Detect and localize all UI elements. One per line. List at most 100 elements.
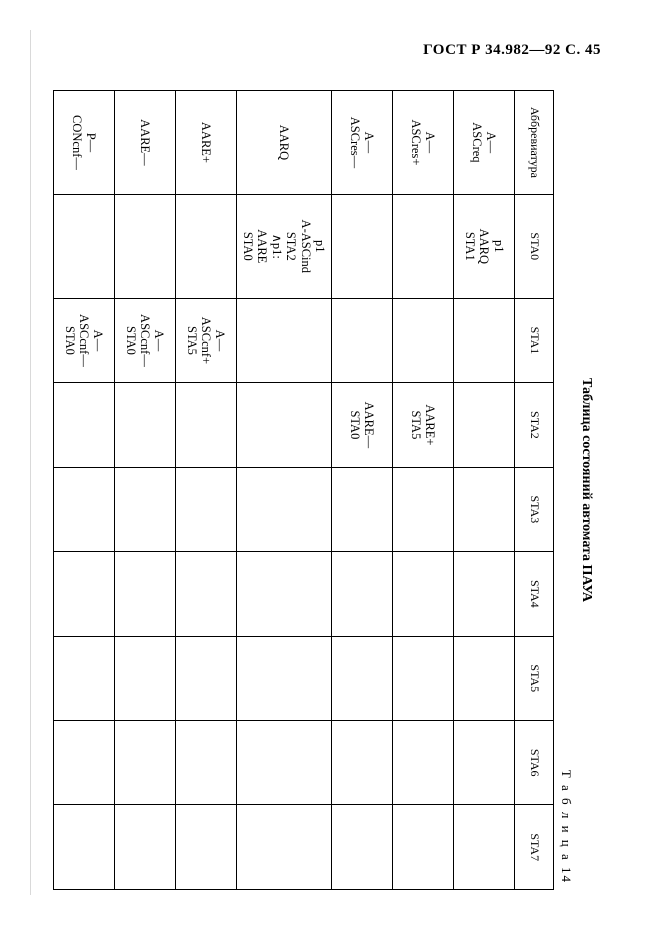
text: A— (91, 302, 105, 379)
cell-sta6 (114, 720, 175, 804)
rotated-inner: Таблица состояний автомата ПАУА Т а б л … (60, 90, 600, 890)
cell-sta5 (53, 636, 114, 720)
text: ∧p1: (270, 198, 284, 295)
text: STA1 (462, 198, 476, 295)
cell-abbr: A— ASCres— (332, 91, 393, 195)
cell-sta2 (236, 383, 331, 467)
table-number: Т а б л и ц а 14 (558, 90, 574, 890)
text: STA0 (241, 198, 255, 295)
cell-sta3 (454, 467, 515, 551)
text: STA2 (284, 198, 298, 295)
cell-sta2 (175, 383, 236, 467)
text: ASCres— (348, 94, 362, 191)
cell-sta2 (53, 383, 114, 467)
table-row: A— ASCreq p1 AARQ STA1 (454, 91, 515, 890)
text: A— (484, 94, 498, 191)
cell-sta3 (393, 467, 454, 551)
col-sta4: STA4 (515, 552, 554, 636)
rotated-table-area: Таблица состояний автомата ПАУА Т а б л … (60, 90, 600, 890)
cell-sta3 (236, 467, 331, 551)
cell-abbr: A— ASCres+ (393, 91, 454, 195)
cell-sta0 (175, 194, 236, 298)
table-caption: Таблица состояний автомата ПАУА (578, 90, 594, 890)
col-sta3: STA3 (515, 467, 554, 551)
text: ASCres+ (409, 94, 423, 191)
cell-sta5 (454, 636, 515, 720)
cell-sta1: A— ASCcnf— STA0 (53, 298, 114, 382)
cell-abbr: P— CONcnf— (53, 91, 114, 195)
cell-sta6 (454, 720, 515, 804)
table-row: AARE+ A— ASCcnf+ STA5 (175, 91, 236, 890)
table-row: AARQ p1 A-ASCind STA2 ∧p1: AARE STA0 (236, 91, 331, 890)
cell-sta6 (53, 720, 114, 804)
cell-sta7 (175, 805, 236, 890)
text: AARE— (362, 386, 376, 463)
cell-sta6 (236, 720, 331, 804)
cell-sta0 (332, 194, 393, 298)
text: STA5 (184, 302, 198, 379)
col-abbr: Аббревиатура (515, 91, 554, 195)
text: AARE (255, 198, 269, 295)
cell-sta0 (53, 194, 114, 298)
text: A— (362, 94, 376, 191)
table-header-row: Аббревиатура STA0 STA1 STA2 STA3 STA4 ST… (515, 91, 554, 890)
cell-sta7 (236, 805, 331, 890)
cell-sta4 (114, 552, 175, 636)
text: STA5 (409, 386, 423, 463)
cell-sta5 (332, 636, 393, 720)
text: ASCcnf+ (199, 302, 213, 379)
state-table: Аббревиатура STA0 STA1 STA2 STA3 STA4 ST… (53, 90, 554, 890)
text: A— (213, 302, 227, 379)
cell-sta2 (454, 383, 515, 467)
cell-sta5 (393, 636, 454, 720)
col-sta1: STA1 (515, 298, 554, 382)
cell-sta0: p1 AARQ STA1 (454, 194, 515, 298)
table-row: P— CONcnf— A— ASCcnf— STA0 (53, 91, 114, 890)
text: A— (152, 302, 166, 379)
cell-sta7 (454, 805, 515, 890)
cell-sta0 (393, 194, 454, 298)
cell-sta7 (332, 805, 393, 890)
cell-sta6 (393, 720, 454, 804)
text: ASCcnf— (138, 302, 152, 379)
text: CONcnf— (69, 94, 83, 191)
col-sta0: STA0 (515, 194, 554, 298)
cell-sta4 (175, 552, 236, 636)
text: p1 (491, 198, 505, 295)
col-sta6: STA6 (515, 720, 554, 804)
text: STA0 (348, 386, 362, 463)
text: AARQ (477, 198, 491, 295)
text: AARE+ (423, 386, 437, 463)
cell-sta2 (114, 383, 175, 467)
text: AARE— (138, 94, 152, 191)
cell-sta6 (175, 720, 236, 804)
text: A-ASCind (298, 198, 312, 295)
cell-sta2: AARE+ STA5 (393, 383, 454, 467)
cell-sta1: A— ASCcnf+ STA5 (175, 298, 236, 382)
cell-sta3 (53, 467, 114, 551)
cell-abbr: AARE— (114, 91, 175, 195)
margin-line (30, 30, 31, 895)
cell-sta4 (454, 552, 515, 636)
table-row: AARE— A— ASCcnf— STA0 (114, 91, 175, 890)
cell-sta3 (332, 467, 393, 551)
cell-sta1 (332, 298, 393, 382)
cell-sta6 (332, 720, 393, 804)
cell-sta5 (236, 636, 331, 720)
cell-sta1: A— ASCcnf— STA0 (114, 298, 175, 382)
cell-sta3 (114, 467, 175, 551)
cell-sta4 (236, 552, 331, 636)
table-row: A— ASCres+ AARE+ STA5 (393, 91, 454, 890)
text: ASCcnf— (77, 302, 91, 379)
cell-sta3 (175, 467, 236, 551)
col-sta5: STA5 (515, 636, 554, 720)
cell-sta2: AARE— STA0 (332, 383, 393, 467)
page: ГОСТ Р 34.982—92 С. 45 Таблица состояний… (0, 0, 661, 935)
doc-reference: ГОСТ Р 34.982—92 С. 45 (423, 42, 601, 59)
text: AARE+ (199, 94, 213, 191)
cell-sta1 (454, 298, 515, 382)
text: P— (84, 94, 98, 191)
cell-sta1 (393, 298, 454, 382)
cell-abbr: AARE+ (175, 91, 236, 195)
cell-sta1 (236, 298, 331, 382)
